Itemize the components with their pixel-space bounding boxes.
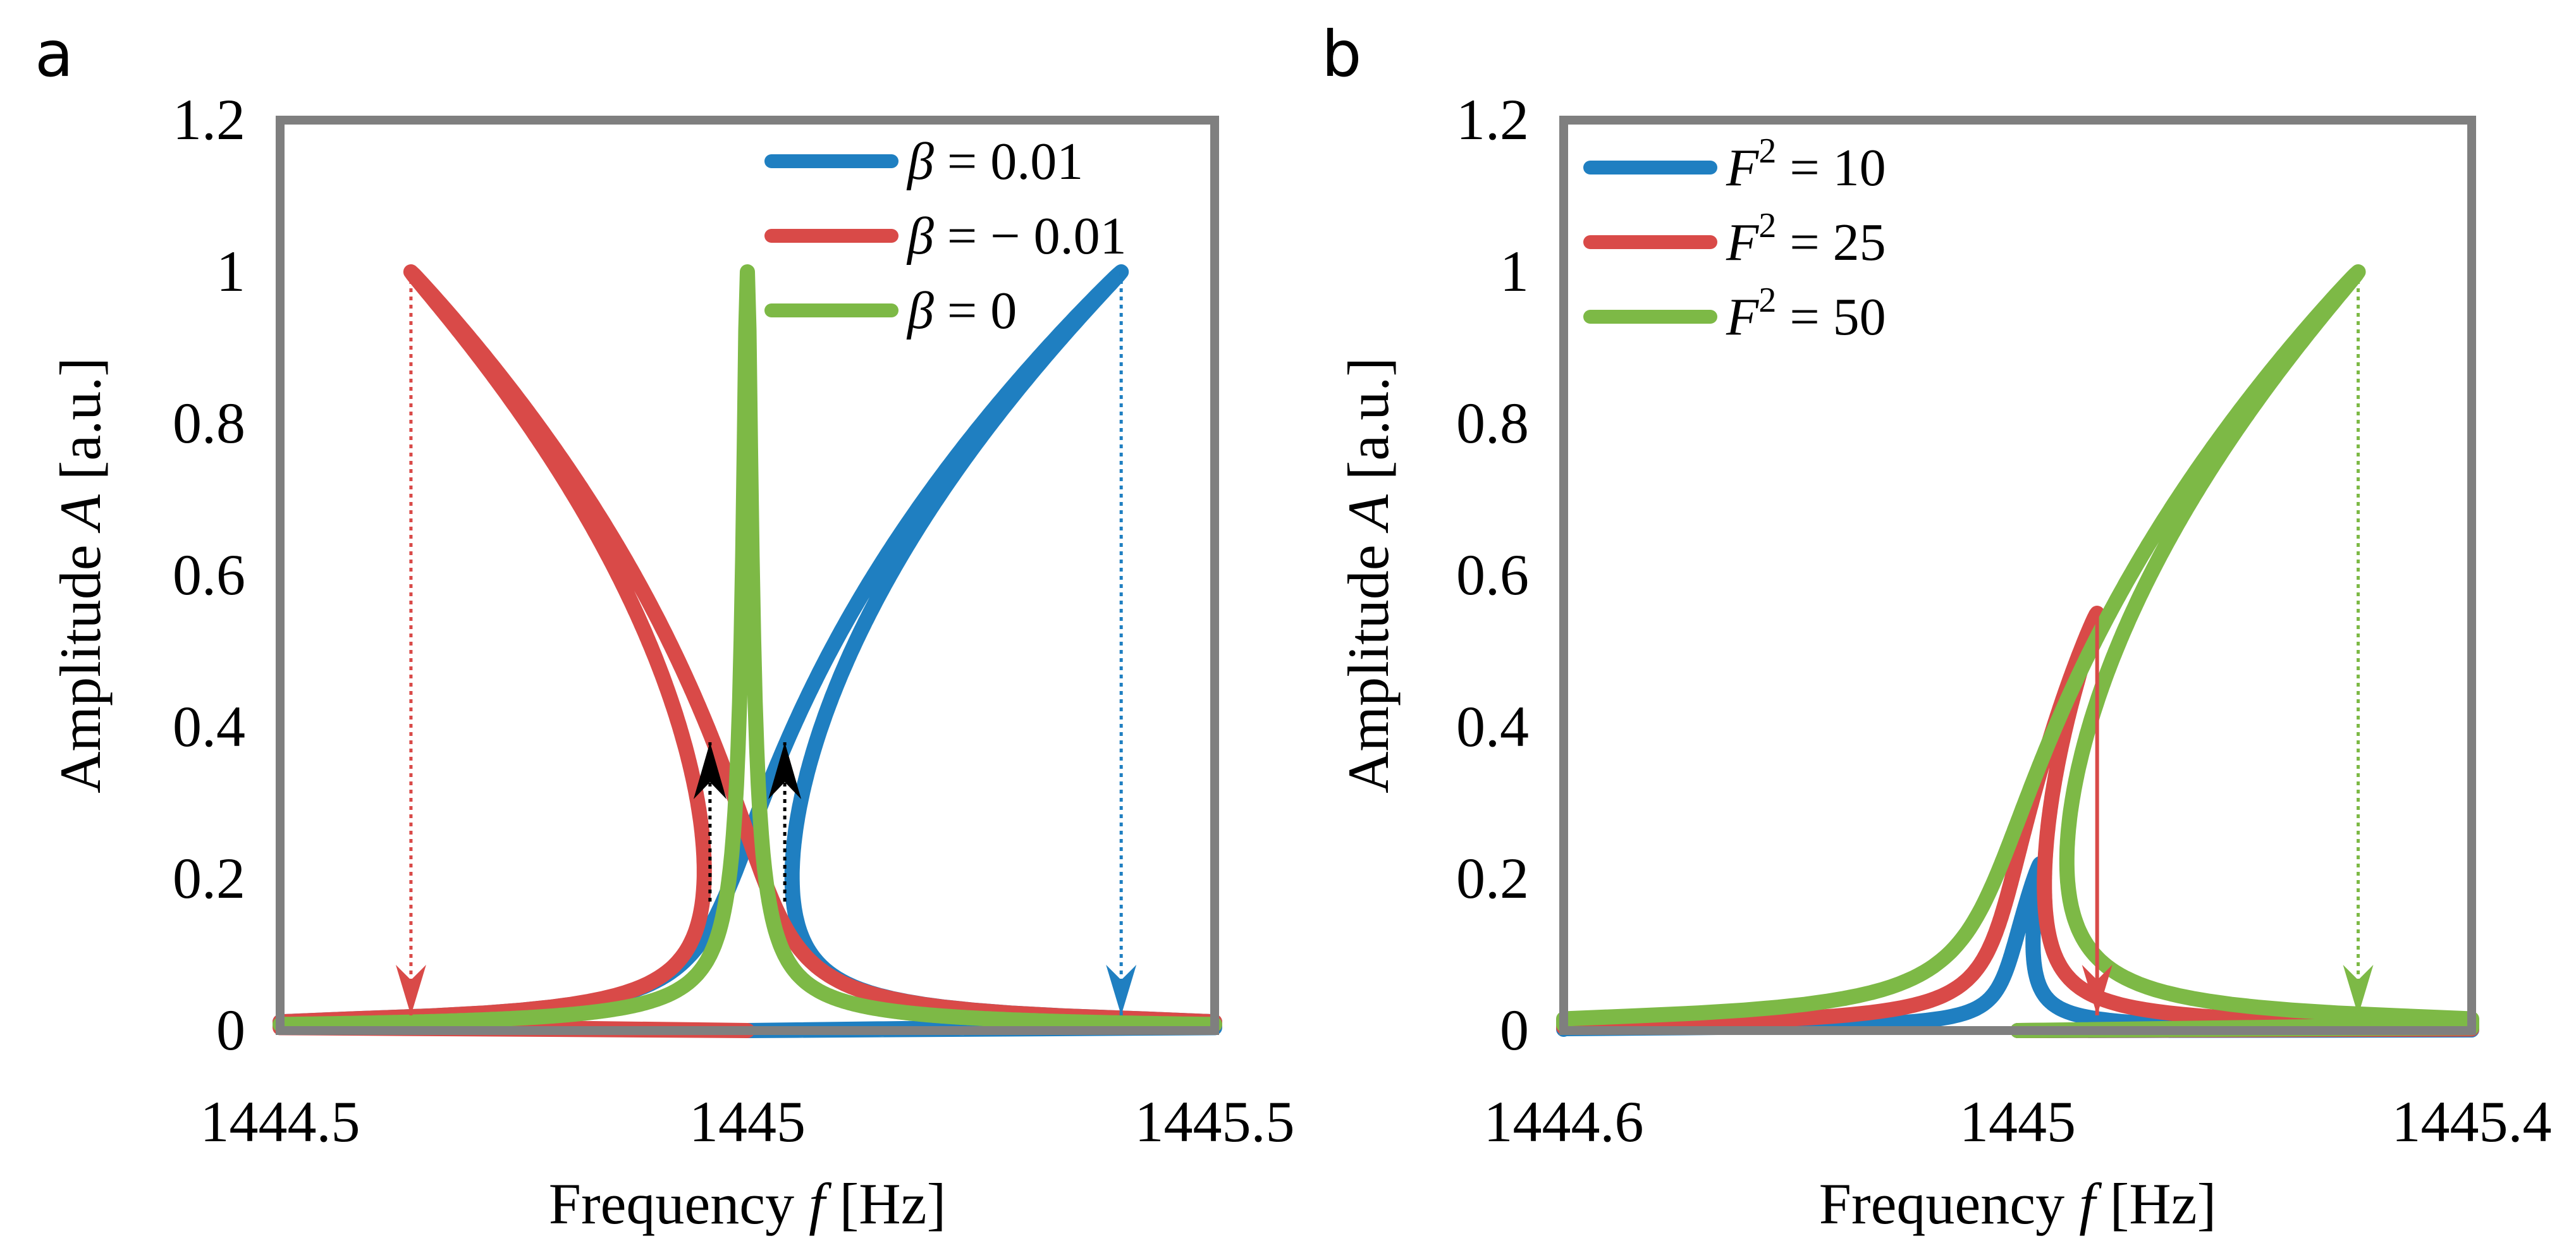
jump-arrow-head bbox=[2082, 965, 2113, 1015]
legend-label: F2 = 50 bbox=[1726, 281, 1886, 346]
y-tick-label: 0.2 bbox=[173, 846, 245, 910]
panel-a-x-ticks: 1444.5 1445 1445.5 bbox=[200, 1089, 1295, 1154]
panel-b-legend: F2 = 10 F2 = 25 F2 = 50 bbox=[1583, 132, 1886, 346]
panel-a-letter: a bbox=[35, 17, 73, 91]
panel-a-y-ticks: 0 0.2 0.4 0.6 0.8 1 1.2 bbox=[173, 87, 245, 1062]
series-line bbox=[273, 264, 1222, 1038]
panel-b-series bbox=[1556, 264, 2479, 1038]
panel-b-y-axis-label: Amplitude A [a.u.] bbox=[1336, 357, 1401, 793]
jump-arrow-head bbox=[2343, 965, 2374, 1015]
y-tick-label: 1.2 bbox=[1456, 87, 1529, 152]
y-tick-label: 1 bbox=[216, 239, 245, 303]
y-tick-label: 0.8 bbox=[1456, 391, 1529, 455]
series-line bbox=[273, 264, 1222, 1038]
x-tick-label: 1445 bbox=[1960, 1089, 2076, 1154]
y-tick-label: 1 bbox=[1500, 239, 1529, 303]
y-tick-label: 0.2 bbox=[1456, 846, 1529, 910]
panel-a-x-axis-label: Frequency f [Hz] bbox=[549, 1172, 946, 1236]
y-tick-label: 0 bbox=[216, 998, 245, 1062]
panel-a-legend: β = 0.01 β = − 0.01 β = 0 bbox=[764, 132, 1127, 340]
jump-arrow-head bbox=[1106, 965, 1137, 1015]
panel-a-y-axis-label: Amplitude A [a.u.] bbox=[48, 357, 113, 793]
jump-arrow-head bbox=[693, 742, 727, 799]
x-tick-label: 1444.6 bbox=[1484, 1089, 1644, 1154]
panel-b-grid bbox=[1564, 272, 2472, 879]
x-tick-label: 1444.5 bbox=[200, 1089, 360, 1154]
x-tick-label: 1445.5 bbox=[1135, 1089, 1295, 1154]
jump-arrow-head bbox=[768, 742, 802, 799]
panel-b-plot-frame bbox=[1559, 116, 2476, 1035]
panel-a-plot-frame bbox=[276, 116, 1219, 1035]
panel-b-x-ticks: 1444.6 1445 1445.4 bbox=[1484, 1089, 2552, 1154]
panel-b-x-axis-label: Frequency f [Hz] bbox=[1819, 1172, 2216, 1236]
legend-label: β = − 0.01 bbox=[906, 207, 1127, 266]
panel-b-annotations bbox=[2082, 272, 2374, 1015]
legend-label: F2 = 25 bbox=[1726, 206, 1886, 272]
y-tick-label: 0.6 bbox=[1456, 542, 1529, 607]
panel-b-letter: b bbox=[1322, 17, 1361, 91]
y-tick-label: 1.2 bbox=[173, 87, 245, 152]
legend-label: F2 = 10 bbox=[1726, 132, 1886, 197]
y-tick-label: 0.4 bbox=[173, 694, 245, 759]
y-tick-label: 0.6 bbox=[173, 542, 245, 607]
jump-arrow-head bbox=[395, 965, 426, 1015]
panel-a: a 0 0.2 0.4 0.6 0.8 1 1.2 1444.5 1445 1445.5 β =… bbox=[35, 17, 1295, 1236]
panel-b-y-ticks: 0 0.2 0.4 0.6 0.8 1 1.2 bbox=[1456, 87, 1529, 1062]
x-tick-label: 1445.4 bbox=[2392, 1089, 2552, 1154]
y-tick-label: 0.4 bbox=[1456, 694, 1529, 759]
y-tick-label: 0.8 bbox=[173, 391, 245, 455]
x-tick-label: 1445 bbox=[689, 1089, 806, 1154]
y-tick-label: 0 bbox=[1500, 998, 1529, 1062]
legend-label: β = 0 bbox=[906, 281, 1017, 340]
series-line bbox=[273, 264, 1222, 1032]
panel-a-series bbox=[273, 264, 1222, 1038]
series-line bbox=[1556, 264, 2479, 1038]
legend-label: β = 0.01 bbox=[906, 132, 1083, 191]
panel-b: b 0 0.2 0.4 0.6 0.8 1 1.2 1444.6 1445 1445.4 F2 … bbox=[1322, 17, 2552, 1236]
panel-a-annotations bbox=[395, 272, 1137, 1015]
